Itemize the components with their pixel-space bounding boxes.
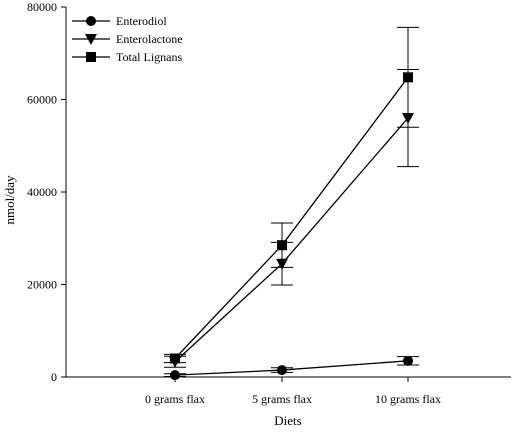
y-tick-label: 60000 (27, 93, 57, 107)
data-point (170, 370, 180, 381)
data-point (170, 353, 180, 364)
series-line (174, 76, 409, 359)
data-point (403, 355, 413, 366)
series-enterodiol (164, 355, 419, 381)
y-tick-label: 20000 (27, 278, 57, 292)
series-total-lignans (164, 26, 419, 364)
x-tick-label: 10 grams flax (375, 392, 441, 406)
y-tick-label: 80000 (27, 0, 57, 14)
y-tick-label: 40000 (27, 185, 57, 199)
legend-marker (86, 52, 96, 62)
data-point (403, 72, 413, 83)
legend-label: Enterodiol (116, 14, 167, 28)
y-tick-label: 0 (51, 370, 57, 384)
x-axis-ticks: 0 grams flax 5 grams flax 10 grams flax (145, 377, 441, 406)
legend-marker (86, 16, 96, 26)
legend-item: Total Lignans (72, 50, 182, 64)
chart-series (164, 26, 419, 381)
x-tick-label: 5 grams flax (252, 392, 312, 406)
data-point (277, 365, 287, 376)
legend-item: Enterodiol (72, 14, 167, 28)
legend-label: Enterolactone (116, 32, 183, 46)
series-line (174, 117, 409, 363)
legend-label: Total Lignans (116, 50, 182, 64)
y-axis-title: nmol/day (2, 175, 17, 225)
legend-item: Enterolactone (72, 32, 183, 46)
y-axis-ticks: 0 20000 40000 60000 80000 (27, 0, 66, 384)
x-tick-label: 0 grams flax (145, 392, 205, 406)
legend-marker (85, 34, 97, 45)
data-point (277, 240, 287, 251)
legend: Enterodiol Enterolactone Total Lignans (72, 14, 183, 64)
x-axis-title: Diets (274, 413, 301, 428)
